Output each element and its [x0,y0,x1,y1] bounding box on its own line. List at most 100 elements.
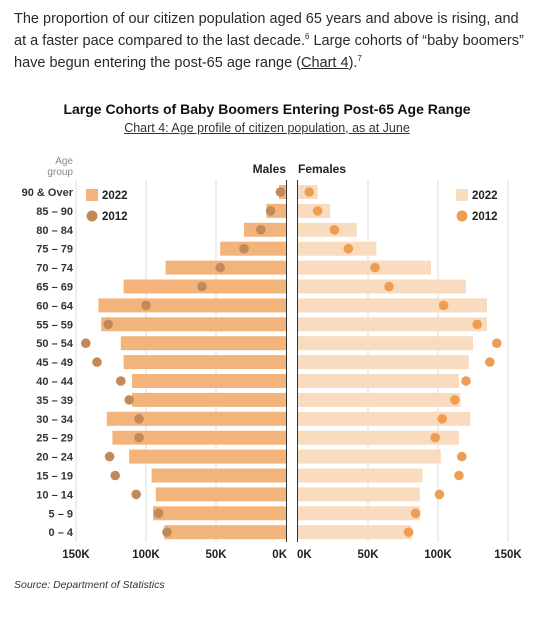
female-2012-dot [454,470,464,481]
female-2012-dot [450,395,460,405]
age-group-label: 25 – 29 [36,433,73,445]
age-group-label: 75 – 79 [36,244,73,256]
male-2012-dot [131,489,141,500]
female-2022-bar [298,336,473,351]
male-2012-dot [239,243,249,254]
male-2012-dot [104,451,115,462]
x-tick-label-males: 150K [62,549,90,561]
intro-text-2: Large cohorts of “baby boomers” have beg… [14,33,524,71]
male-2022-bar [153,506,286,521]
male-2012-dot [215,262,225,273]
male-2022-bar [101,317,286,332]
female-2012-dot [430,432,441,443]
female-2022-bar [298,317,487,332]
female-2012-dot [410,508,421,519]
x-tick-label-males: 50K [205,549,227,561]
male-2022-bar [155,487,286,502]
females-header: Females [298,162,346,176]
female-2012-dot [384,281,394,292]
footnote-6[interactable]: 6 [304,32,310,42]
female-2012-dot [461,376,471,386]
legend-female-2022-label: 2022 [472,190,498,202]
female-2022-bar [298,355,469,370]
male-2012-dot [103,319,113,330]
age-group-label: 0 – 4 [49,527,74,539]
age-group-label: 20 – 24 [36,452,74,464]
female-2022-bar [298,449,441,464]
age-group-label: 10 – 14 [36,489,74,501]
legend-male-2012-dot [86,210,98,222]
x-tick-label-females: 100K [424,549,452,561]
legend-female-2022-swatch [456,189,468,201]
male-2012-dot [162,527,172,537]
male-2012-dot [110,470,120,481]
female-2022-bar [298,260,431,275]
age-group-label: 15 – 19 [36,471,73,483]
legend-female-2012-dot [456,210,468,222]
male-2012-dot [116,376,126,386]
age-group-label: 60 – 64 [36,300,74,312]
male-2022-bar [106,411,286,426]
x-tick-label-males: 100K [132,549,160,561]
chart-title: Large Cohorts of Baby Boomers Entering P… [63,101,471,117]
male-2012-dot [81,338,91,348]
age-group-label: 70 – 74 [36,263,74,275]
male-2022-bar [123,355,286,370]
age-group-label: 85 – 90 [36,206,73,218]
male-2012-dot [275,187,286,197]
female-2012-dot [457,451,467,462]
female-2022-bar [298,525,412,540]
chart-subtitle: Chart 4: Age profile of citizen populati… [0,121,534,135]
x-tick-label-females: 50K [357,549,379,561]
x-tick-label-females: 0K [297,549,312,561]
female-2012-dot [485,357,495,367]
male-2012-dot [255,225,266,235]
footnote-7[interactable]: 7 [357,54,362,64]
legend-female-2012-label: 2012 [472,211,498,223]
age-group-label: 50 – 54 [36,338,74,350]
x-tick-label-males: 0K [272,549,287,561]
female-2012-dot [312,206,323,216]
intro-text-3: ). [348,55,358,71]
chart-4-link[interactable]: Chart 4 [301,55,349,71]
x-tick-label-females: 150K [494,549,522,561]
female-2012-dot [472,319,483,330]
male-2022-bar [220,241,286,256]
female-2012-dot [304,187,315,197]
male-2012-dot [141,300,151,311]
legend-male-2022-swatch [86,189,98,201]
legend-male-2022-label: 2022 [102,190,128,202]
female-2012-dot [438,300,449,311]
age-group-label: 90 & Over [22,187,74,199]
age-group-label: 30 – 34 [36,414,74,426]
male-2022-bar [164,525,286,540]
female-2012-dot [343,243,354,254]
female-2022-bar [298,298,487,313]
male-2012-dot [92,357,102,367]
source-note: Source: Department of Statistics [14,579,165,591]
male-2022-bar [98,298,287,313]
age-axis-label: Age [55,156,73,167]
male-2022-bar [132,374,286,388]
male-2022-bar [120,336,286,351]
female-2022-bar [298,392,461,407]
female-2012-dot [403,527,414,537]
female-2022-bar [298,411,471,426]
age-group-label: 80 – 84 [36,225,74,237]
age-group-label: 65 – 69 [36,282,73,294]
female-2012-dot [434,489,445,500]
legend-male-2012-label: 2012 [102,211,128,223]
female-2022-bar [298,241,377,256]
intro-paragraph: The proportion of our citizen population… [14,8,526,74]
male-2022-bar [129,449,286,464]
age-group-label: 40 – 44 [36,376,74,388]
male-2022-bar [165,260,286,275]
female-2022-bar [298,430,459,445]
female-2022-bar [298,279,466,294]
female-2022-bar [298,487,420,502]
female-2012-dot [329,225,340,235]
male-2022-bar [132,392,286,407]
male-2012-dot [124,395,134,405]
intro-text-1: The proportion of our citizen population… [14,11,519,49]
